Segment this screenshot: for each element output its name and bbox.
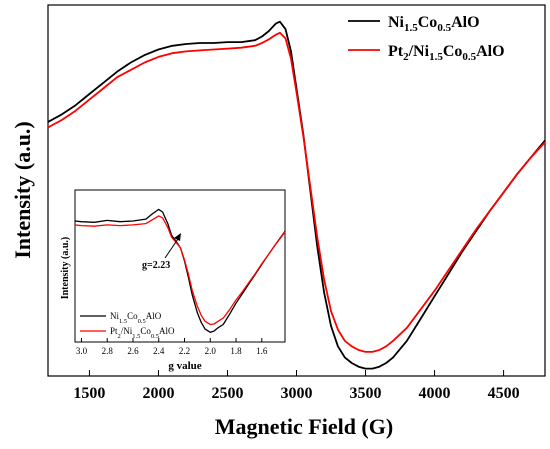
inset-legend-label-ni: Ni1.5Co0.5AlO — [110, 311, 162, 325]
inset-plot-frame — [74, 189, 286, 343]
main-x-tick-label: 3500 — [350, 385, 382, 402]
inset-x-tick-label: 2.4 — [153, 346, 165, 356]
g-value-annotation: g=2.23 — [142, 260, 170, 271]
inset-background — [75, 190, 285, 342]
inset-x-tick-label: 1.8 — [230, 346, 242, 356]
main-series-group — [47, 20, 546, 370]
inset-y-axis-title: Intensity (a.u.) — [60, 237, 71, 300]
inset-series-line-1 — [74, 215, 286, 326]
main-x-tick-label: 3000 — [281, 385, 313, 402]
x-axis-title: Magnetic Field (G) — [215, 414, 393, 439]
inset-legend-label-pt: Pt2/Ni1.5Co0.5AlO — [110, 326, 175, 340]
inset-series-group — [74, 208, 286, 333]
inset-x-tick-label: 2.0 — [205, 346, 217, 356]
main-x-ticks: 1500 2000 2500 3000 3500 4000 4500 — [73, 370, 520, 402]
inset-x-ticks: 3.0 2.8 2.6 2.4 2.2 2.0 1.8 1.6 — [76, 338, 268, 356]
annotation-arrowhead — [174, 233, 181, 241]
inset-x-tick-label: 2.6 — [127, 346, 139, 356]
legend-label-pt: Pt2/Ni1.5Co0.5AlO — [388, 43, 505, 63]
y-axis-title: Intensity (a.u.) — [10, 121, 35, 259]
main-series-line-1 — [47, 31, 546, 353]
main-x-tick-label: 2500 — [211, 385, 243, 402]
inset-x-tick-label: 1.6 — [256, 346, 268, 356]
inset-legend: Ni1.5Co0.5AlO Pt2/Ni1.5Co0.5AlO — [80, 311, 175, 340]
main-x-tick-label: 1500 — [73, 385, 105, 402]
main-x-tick-label: 2000 — [142, 385, 174, 402]
legend-label-ni: Ni1.5Co0.5AlO — [388, 14, 480, 34]
inset-x-tick-label: 2.8 — [102, 346, 114, 356]
main-x-tick-label: 4500 — [488, 385, 520, 402]
main-x-tick-label: 4000 — [419, 385, 451, 402]
inset-x-tick-label: 2.2 — [179, 346, 190, 356]
inset-x-axis-title: g value — [168, 360, 201, 372]
inset-x-tick-label: 3.0 — [76, 346, 88, 356]
main-legend: Ni1.5Co0.5AlO Pt2/Ni1.5Co0.5AlO — [348, 14, 505, 63]
